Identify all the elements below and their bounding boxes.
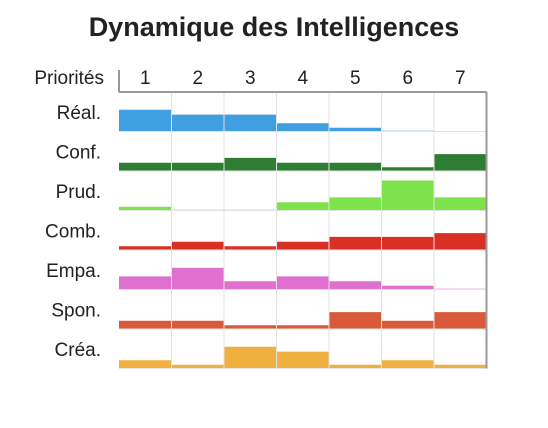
chart-title: Dynamique des Intelligences [88,12,460,42]
column-label: 3 [245,68,256,89]
heat-bar [381,236,434,250]
heat-bar [329,364,382,369]
heat-bar [224,157,277,171]
heat-bar [119,320,172,329]
heat-bar [119,206,172,211]
heat-bar [171,241,224,250]
heat-bar [276,202,329,211]
heat-bar [329,281,382,290]
heat-bar [171,114,224,132]
row-label: Conf. [56,142,101,163]
heat-bar [171,364,224,369]
heat-bar [224,281,277,290]
heat-bar [329,197,382,211]
row-label: Empa. [46,261,101,282]
heat-bar [171,162,224,171]
heat-bar [224,114,277,132]
heat-bar [276,276,329,290]
heat-bar [434,312,487,329]
heat-bar [329,162,382,171]
row-label: Comb. [45,221,101,242]
column-label: 4 [297,68,308,89]
heat-bar [224,325,277,329]
heat-bar [381,285,434,290]
heat-bar [119,276,172,290]
row-label: Spon. [51,300,101,321]
heat-bar [329,312,382,329]
heat-bar [224,246,277,250]
heat-bar [381,320,434,329]
column-label: 1 [140,68,151,89]
heat-bar [171,267,224,290]
heat-bar [434,197,487,211]
heat-bar [119,162,172,171]
row-label: Créa. [55,340,101,361]
heat-bar [434,364,487,369]
heat-bar [276,162,329,171]
heat-bar [434,233,487,250]
heat-bar [119,246,172,250]
column-label: 6 [402,68,413,89]
row-label: Prud. [56,182,101,203]
heat-bar [381,180,434,211]
heat-bar [329,127,382,132]
heat-bar [171,320,224,329]
heat-bar [276,351,329,369]
heat-bar [381,167,434,171]
heat-bar [329,236,382,250]
heat-bar [434,154,487,171]
heat-bar [276,325,329,329]
column-label: 2 [192,68,203,89]
heat-bar [381,360,434,369]
heat-bar [276,123,329,132]
heat-bar [119,109,172,132]
x-header-label: Priorités [34,68,104,89]
heat-bar [119,360,172,369]
column-label: 5 [350,68,361,89]
column-label: 7 [455,68,466,89]
heat-bar [276,241,329,250]
heat-bar [224,346,277,369]
row-label: Réal. [57,103,101,124]
